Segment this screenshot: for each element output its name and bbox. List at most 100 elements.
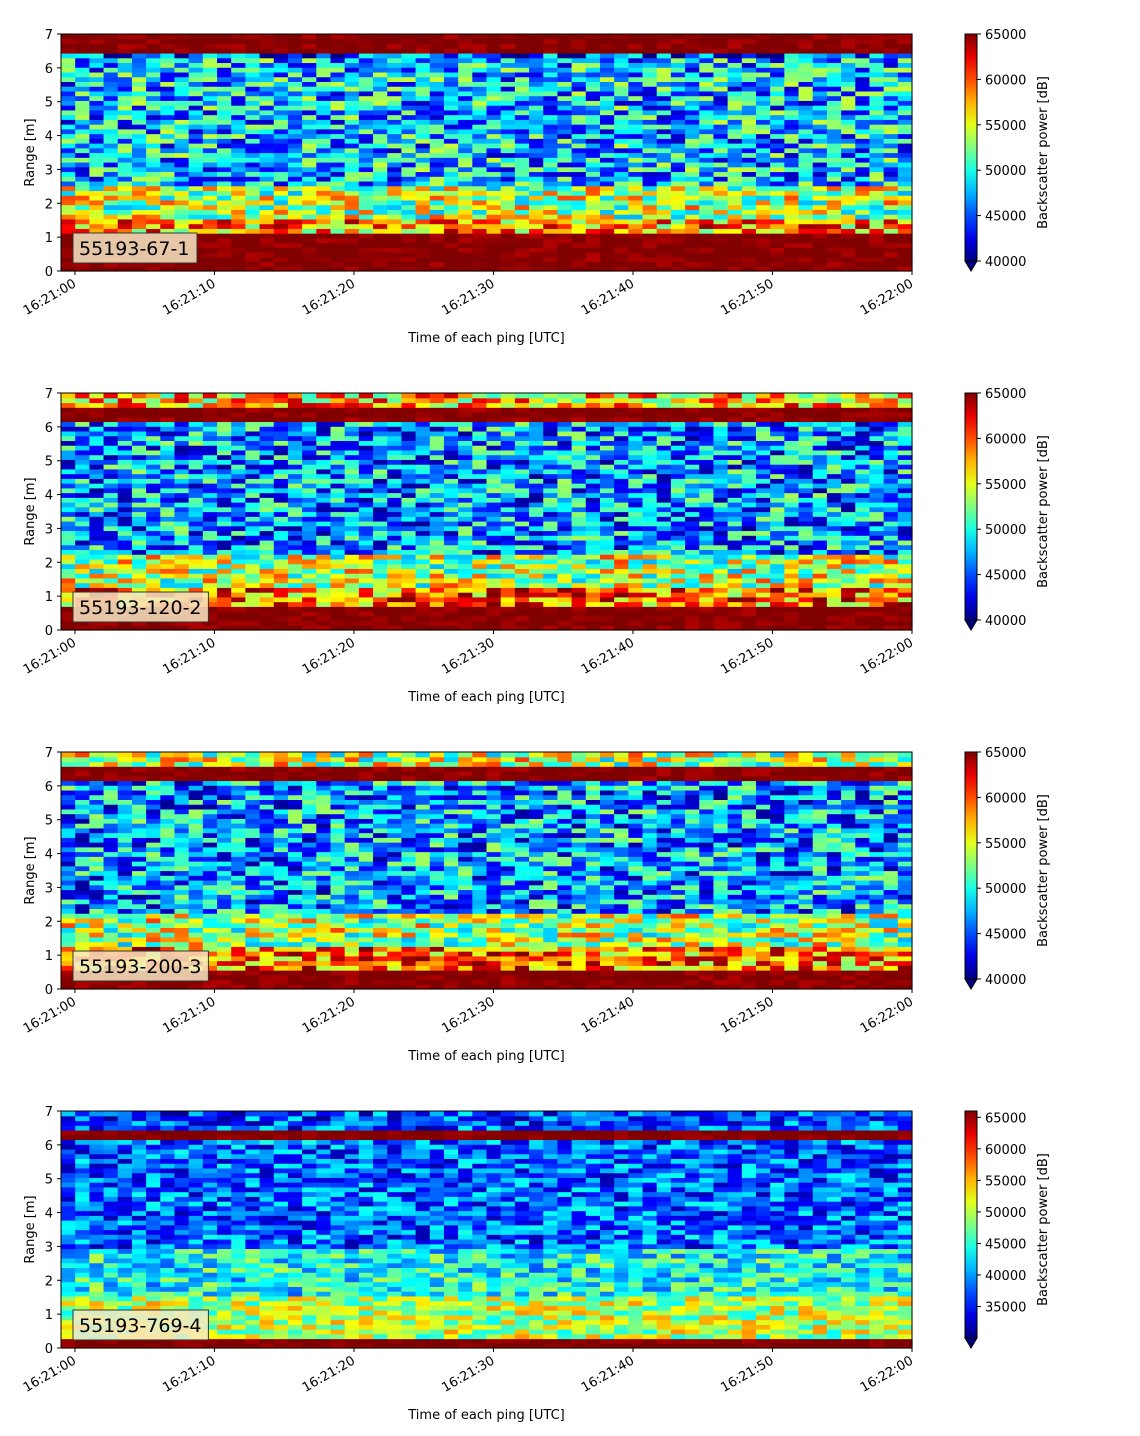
heatmap-cell bbox=[231, 577, 246, 584]
heatmap-cell bbox=[458, 487, 473, 494]
heatmap-cell bbox=[273, 185, 289, 192]
heatmap-cell bbox=[472, 209, 488, 215]
heatmap-cell bbox=[188, 166, 204, 173]
heatmap-cell bbox=[585, 109, 601, 116]
heatmap-cell bbox=[401, 157, 417, 163]
heatmap-cell bbox=[841, 43, 856, 49]
heatmap-cell bbox=[415, 252, 431, 258]
heatmap-cell bbox=[344, 261, 360, 267]
heatmap-cell bbox=[713, 525, 729, 532]
heatmap-cell bbox=[727, 86, 743, 92]
heatmap-cell bbox=[429, 81, 445, 87]
heatmap-cell bbox=[103, 525, 119, 532]
heatmap-cell bbox=[699, 143, 715, 149]
heatmap-cell bbox=[755, 48, 771, 54]
heatmap-cell bbox=[273, 237, 289, 244]
heatmap-cell bbox=[75, 577, 90, 584]
heatmap-cell bbox=[770, 611, 785, 617]
heatmap-cell bbox=[741, 105, 757, 111]
heatmap-cell bbox=[160, 558, 176, 565]
heatmap-cell bbox=[855, 625, 871, 631]
heatmap-cell bbox=[656, 582, 672, 588]
heatmap-cell bbox=[103, 214, 119, 220]
heatmap-cell bbox=[174, 549, 190, 555]
heatmap-cell bbox=[160, 152, 176, 158]
heatmap-cell bbox=[727, 109, 743, 116]
heatmap-cell bbox=[727, 105, 743, 111]
heatmap-cell bbox=[741, 266, 757, 272]
heatmap-cell bbox=[855, 252, 871, 258]
heatmap-cell bbox=[316, 34, 332, 40]
heatmap-cell bbox=[217, 171, 232, 177]
heatmap-cell bbox=[231, 209, 246, 215]
heatmap-cell bbox=[855, 554, 871, 560]
heatmap-cell bbox=[245, 76, 261, 82]
heatmap-cell bbox=[699, 86, 715, 92]
heatmap-cell bbox=[670, 143, 686, 149]
heatmap-cell bbox=[202, 549, 218, 555]
heatmap-cell bbox=[543, 161, 559, 168]
heatmap-cell bbox=[131, 62, 147, 68]
heatmap-cell bbox=[571, 620, 587, 626]
heatmap-cell bbox=[500, 114, 516, 120]
heatmap-cell bbox=[358, 138, 374, 144]
heatmap-cell bbox=[103, 76, 119, 82]
heatmap-cell bbox=[443, 497, 459, 503]
heatmap-cell bbox=[358, 86, 374, 92]
heatmap-cell bbox=[585, 152, 601, 158]
heatmap-cell bbox=[855, 90, 871, 97]
heatmap-cell bbox=[514, 214, 530, 220]
heatmap-cell bbox=[855, 487, 871, 494]
heatmap-cell bbox=[585, 38, 601, 45]
heatmap-cell bbox=[387, 615, 402, 622]
heatmap-cell bbox=[401, 242, 417, 248]
heatmap-cell bbox=[259, 473, 275, 479]
heatmap-cell bbox=[472, 171, 488, 177]
heatmap-cell bbox=[614, 114, 629, 120]
heatmap-cell bbox=[287, 76, 303, 82]
heatmap-cell bbox=[699, 620, 715, 626]
heatmap-cell bbox=[614, 57, 629, 64]
heatmap-cell bbox=[883, 592, 899, 598]
heatmap-cell bbox=[784, 487, 800, 494]
heatmap-cell bbox=[713, 199, 729, 206]
heatmap-cell bbox=[656, 109, 672, 116]
heatmap-cell bbox=[302, 592, 317, 598]
heatmap-cell bbox=[855, 190, 871, 196]
heatmap-cell bbox=[628, 563, 644, 569]
heatmap-cell bbox=[75, 625, 90, 631]
heatmap-cell bbox=[217, 525, 232, 532]
heatmap-cell bbox=[897, 237, 913, 244]
heatmap-cell bbox=[61, 124, 76, 130]
heatmap-cell bbox=[543, 124, 559, 130]
heatmap-cell bbox=[330, 497, 346, 503]
heatmap-cell bbox=[259, 143, 275, 149]
heatmap-cell bbox=[585, 615, 601, 622]
heatmap-cell bbox=[599, 535, 615, 541]
heatmap-cell bbox=[472, 128, 488, 135]
heatmap-cell bbox=[273, 171, 289, 177]
heatmap-cell bbox=[713, 487, 729, 494]
heatmap-cell bbox=[75, 166, 90, 173]
heatmap-cell bbox=[401, 133, 417, 139]
heatmap-cell bbox=[259, 67, 275, 73]
heatmap-cell bbox=[429, 52, 445, 59]
heatmap-cell bbox=[826, 114, 842, 120]
heatmap bbox=[61, 34, 913, 272]
heatmap-cell bbox=[89, 90, 105, 97]
heatmap-cell bbox=[741, 190, 757, 196]
heatmap-cell bbox=[798, 209, 814, 215]
heatmap-cell bbox=[869, 611, 885, 617]
heatmap-cell bbox=[826, 592, 842, 598]
heatmap-cell bbox=[415, 218, 431, 225]
heatmap-cell bbox=[160, 625, 176, 631]
heatmap-cell bbox=[302, 105, 317, 111]
heatmap-cell bbox=[415, 105, 431, 111]
heatmap-cell bbox=[472, 124, 488, 130]
heatmap-cell bbox=[273, 204, 289, 210]
heatmap-cell bbox=[699, 109, 715, 116]
heatmap-cell bbox=[812, 544, 828, 551]
heatmap-cell bbox=[529, 105, 544, 111]
heatmap-cell bbox=[855, 176, 871, 182]
heatmap-cell bbox=[61, 161, 76, 168]
